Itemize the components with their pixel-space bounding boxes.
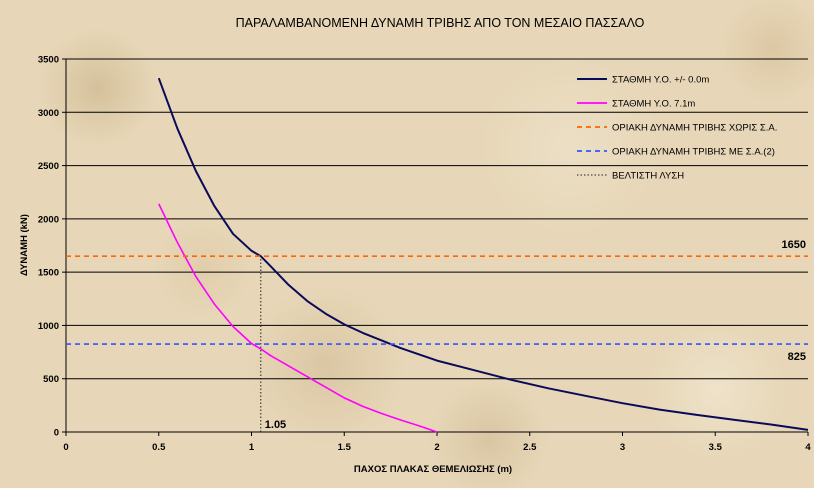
tick-labels: 0 500 1000 1500 2000 2500 3000 3500 0 0.5 1 1.5 2 2.5…: [38, 55, 811, 454]
x-tick-label-3.5: 3.5: [709, 442, 723, 453]
y-tick-label-3500: 3500: [38, 55, 59, 66]
y-tick-label-0: 0: [54, 428, 59, 439]
y-tick-label-2500: 2500: [38, 161, 59, 172]
axes: [62, 58, 809, 436]
legend-label-2: ΣΤΑΘΜΗ Υ.Ο. 7.1m: [612, 99, 695, 110]
chart-title: ΠΑΡΑΛΑΜΒΑΝΟΜΕΝΗ ΔΥΝΑΜΗ ΤΡΙΒΗΣ ΑΠΟ ΤΟΝ ΜΕ…: [236, 16, 645, 30]
legend-label-1: ΣΤΑΘΜΗ Υ.Ο. +/- 0.0m: [612, 75, 709, 86]
y-tick-label-3000: 3000: [38, 108, 59, 119]
x-tick-label-2.5: 2.5: [523, 442, 537, 453]
series-line-2: [158, 203, 438, 433]
x-axis-label: ΠΑΧΟΣ ΠΛΑΚΑΣ ΘΕΜΕΛΙΩΣΗΣ (m): [354, 464, 512, 475]
x-tick-label-3: 3: [620, 442, 625, 453]
x-tick-label-0.5: 0.5: [152, 442, 166, 453]
x-tick-label-4: 4: [805, 442, 811, 453]
x-tick-label-1: 1: [249, 442, 255, 453]
annotations: 1650 825 1.05: [265, 239, 806, 431]
annotation-1650: 1650: [782, 239, 806, 251]
y-tick-label-500: 500: [43, 374, 59, 385]
legend-label-3: ΟΡΙΑΚΗ ΔΥΝΑΜΗ ΤΡΙΒΗΣ ΧΩΡΙΣ Σ.Α.: [612, 123, 777, 134]
y-axis-label: ΔΥΝΑΜΗ (kN): [19, 214, 30, 276]
legend: ΣΤΑΘΜΗ Υ.Ο. +/- 0.0m ΣΤΑΘΜΗ Υ.Ο. 7.1m ΟΡΙΑ…: [577, 75, 777, 182]
series-line-1: [157, 77, 809, 431]
y-tick-label-2000: 2000: [38, 214, 59, 225]
x-tick-label-0: 0: [63, 442, 68, 453]
series-group: [66, 77, 809, 433]
annotation-1.05: 1.05: [265, 419, 286, 431]
legend-label-5: ΒΕΛΤΙΣΤΗ ΛΥΣΗ: [612, 171, 684, 182]
y-tick-label-1500: 1500: [38, 268, 59, 279]
gridlines: [66, 58, 808, 380]
legend-label-4: ΟΡΙΑΚΗ ΔΥΝΑΜΗ ΤΡΙΒΗΣ ΜΕ Σ.Α.(2): [612, 147, 775, 158]
x-tick-label-2: 2: [434, 442, 439, 453]
annotation-825: 825: [788, 351, 806, 363]
y-tick-label-1000: 1000: [38, 321, 59, 332]
x-tick-label-1.5: 1.5: [338, 442, 352, 453]
